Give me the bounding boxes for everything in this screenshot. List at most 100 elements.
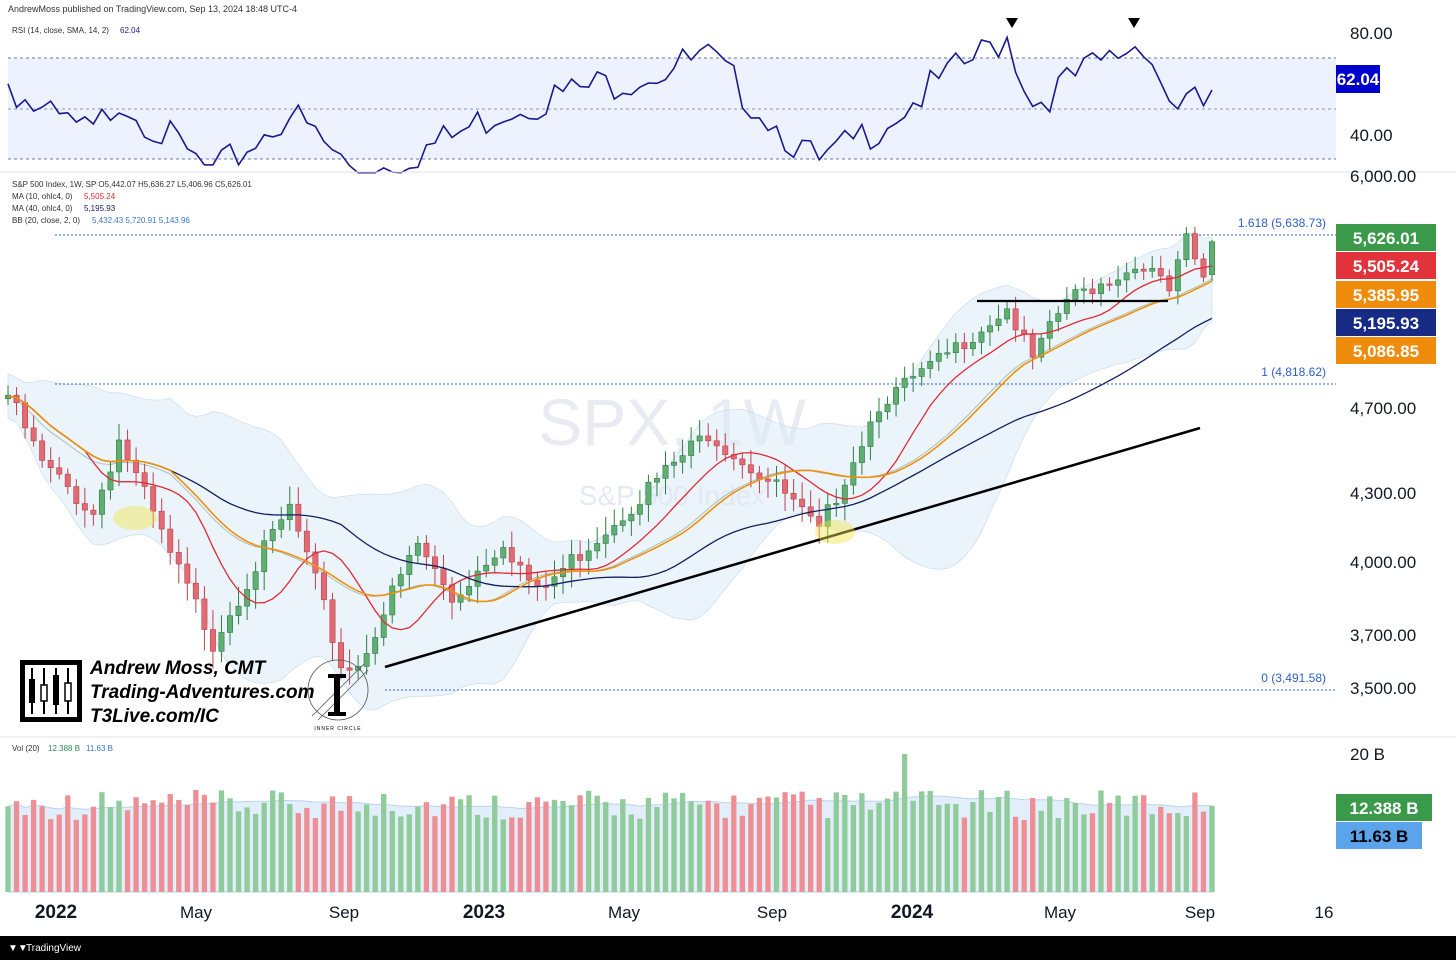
volume-bar (5, 806, 11, 892)
candle (713, 429, 720, 461)
volume-bar (261, 802, 267, 892)
rsi-value-badge (1336, 65, 1380, 93)
candle (338, 628, 344, 679)
candle-body (150, 486, 157, 512)
candle (910, 362, 917, 393)
volume-bar (1192, 792, 1198, 892)
volume-bar (551, 799, 558, 892)
candle (320, 561, 327, 610)
candle (209, 610, 216, 669)
candle (286, 486, 293, 531)
candle (1132, 256, 1139, 280)
volume-bar (449, 796, 455, 892)
candle-body (440, 568, 447, 586)
candle-body (39, 440, 46, 461)
volume-bar (141, 803, 148, 892)
ma40-badge (1336, 309, 1436, 336)
candle-body (432, 556, 438, 569)
candle (90, 504, 97, 526)
rsi-value-badge-label: 62.04 (1337, 70, 1380, 89)
volume-bar (526, 802, 532, 892)
volume-bar (799, 791, 805, 892)
volume-bars (5, 754, 1215, 892)
candle-body (192, 582, 199, 600)
candle-body (654, 478, 660, 483)
price-tick-3500: 3,500.00 (1350, 679, 1416, 698)
candle (1012, 296, 1019, 342)
volume-bar (833, 792, 839, 892)
volume-bar (355, 811, 361, 892)
candle (397, 566, 404, 598)
volume-badge-label: 12.388 B (1350, 799, 1419, 818)
candle (363, 634, 370, 675)
candle-body (987, 325, 993, 333)
candle-body (765, 478, 771, 482)
candle-body (867, 421, 874, 447)
candle-body (158, 510, 165, 530)
candle (432, 545, 438, 586)
volume-bar (39, 806, 45, 892)
footer-bar: ▼▼ TradingView (0, 936, 1456, 960)
candle-body (201, 598, 208, 630)
candle (380, 601, 387, 646)
candle-body (918, 368, 925, 377)
candle-body (611, 525, 618, 536)
candle (184, 547, 191, 601)
candle-body (756, 472, 763, 480)
candle-body (790, 492, 797, 500)
candle-body (944, 352, 951, 355)
volume-bar (278, 792, 284, 892)
candle (372, 627, 379, 665)
candle (619, 507, 626, 532)
volume-bar (671, 798, 677, 892)
candle (1004, 301, 1011, 324)
volume-bar (440, 804, 447, 892)
fib-0-label: 0 (3,491.58) (1261, 671, 1326, 685)
time-axis: 2022 May Sep 2023 May Sep 2024 May Sep 1… (35, 902, 1334, 923)
price-tick-4700: 4,700.00 (1350, 399, 1416, 418)
time-tick-sep-2022: Sep (329, 903, 359, 922)
volume-bar (124, 810, 131, 892)
volume-bar (517, 817, 523, 892)
candle (423, 535, 430, 570)
volume-bar (1098, 790, 1104, 892)
volume-bar (1115, 795, 1121, 892)
candle (645, 474, 652, 522)
volume-bar (654, 807, 660, 892)
candle-body (1072, 289, 1079, 300)
candle (141, 463, 148, 500)
candle-body (209, 629, 216, 652)
time-tick-16: 16 (1315, 903, 1334, 922)
candle-body (116, 439, 122, 473)
ma-orange-badge-1 (1336, 281, 1436, 308)
ma10-badge (1336, 252, 1436, 279)
volume-bar (210, 802, 216, 892)
candle-body (141, 472, 148, 487)
candle (98, 482, 105, 529)
volume-bar (1149, 814, 1155, 892)
inner-circle-logo-text: INNER CIRCLE (314, 726, 361, 732)
price-tick-6000: 6,000.00 (1350, 167, 1416, 186)
candle (935, 339, 942, 371)
volume-bar (756, 797, 763, 892)
candle (278, 506, 285, 539)
candle (961, 332, 968, 364)
price-tick-4000: 4,000.00 (1350, 553, 1416, 572)
candle (824, 492, 831, 543)
volume-bar (287, 804, 293, 892)
candle-body (1080, 288, 1087, 291)
volume-bar (995, 797, 1002, 892)
candle (167, 514, 174, 565)
volume-bar (859, 793, 865, 892)
candle (654, 472, 660, 497)
candle (628, 506, 635, 536)
tradingview-logo-icon: ▼▼ (8, 943, 28, 954)
time-tick-may-2023: May (608, 903, 641, 922)
candle (1115, 265, 1122, 298)
time-tick-sep-2024: Sep (1185, 903, 1215, 922)
volume-bar (1200, 811, 1207, 892)
candle-body (910, 376, 917, 379)
candle-body (474, 570, 481, 587)
candle (884, 396, 891, 420)
rsi-legend-value: 62.04 (120, 26, 141, 35)
